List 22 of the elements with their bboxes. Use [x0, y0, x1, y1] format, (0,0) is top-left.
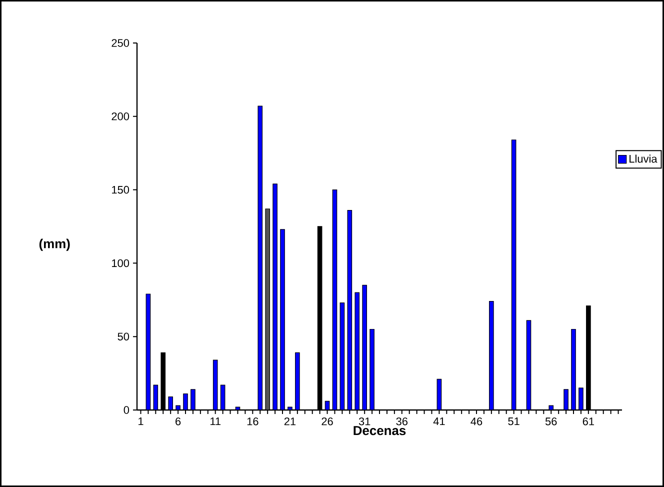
x-tick-label: 56 [545, 418, 557, 426]
y-axis-title: (mm) [39, 238, 70, 251]
y-tick-label: 200 [112, 112, 130, 120]
y-tick-label: 100 [112, 259, 130, 268]
x-tick-label: 41 [433, 418, 445, 426]
x-tick-label: 61 [582, 418, 594, 426]
x-tick-label: 26 [322, 418, 333, 426]
y-tick-label: 0 [124, 406, 130, 414]
x-tick-label: 31 [358, 418, 370, 426]
x-tick-label: 21 [284, 418, 296, 426]
x-tick-label: 11 [210, 418, 221, 426]
legend-label: Lluvia [630, 154, 658, 163]
x-tick-label: 1 [138, 418, 144, 426]
x-tick-label: 16 [247, 418, 258, 426]
x-tick-label: 51 [508, 418, 520, 426]
x-tick-label: 6 [176, 418, 181, 426]
x-tick-label: 36 [396, 418, 408, 426]
y-tick-label: 250 [112, 39, 130, 47]
x-tick-label: 46 [470, 418, 482, 426]
y-tick-label: 50 [118, 332, 130, 340]
x-axis-title: Decenas [354, 426, 406, 436]
y-tick-label: 150 [112, 186, 130, 194]
